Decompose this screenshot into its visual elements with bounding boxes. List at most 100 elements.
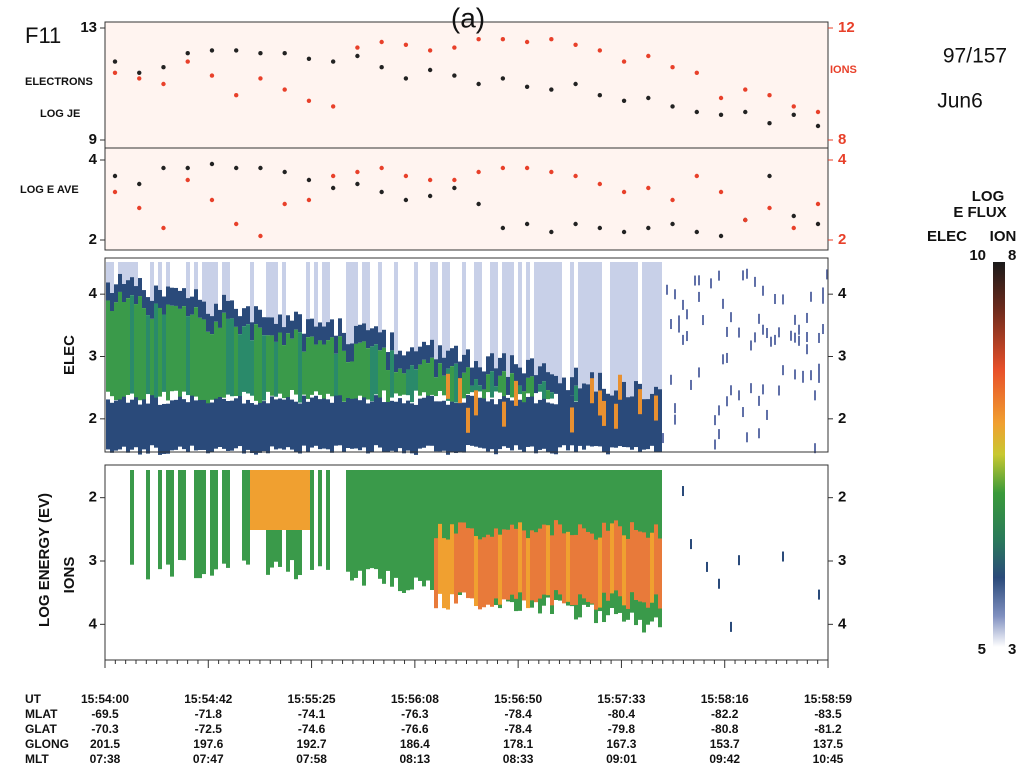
- spec-cell: [386, 352, 390, 371]
- spec-cell: [286, 397, 290, 448]
- spec-cell: [322, 326, 326, 345]
- spec-cell: [242, 470, 246, 561]
- spec-cell: [442, 262, 446, 358]
- spec-cell: [206, 262, 210, 314]
- spec-cell: [690, 379, 692, 390]
- spec-cell: [530, 376, 534, 399]
- spec-cell: [134, 262, 138, 287]
- spec-cell: [770, 336, 772, 347]
- spec-cell: [818, 589, 820, 600]
- spec-cell: [614, 262, 618, 391]
- spec-cell: [302, 351, 306, 395]
- y-tick-label: 9: [89, 131, 97, 148]
- point: [452, 177, 457, 183]
- spec-cell: [262, 335, 266, 401]
- spec-cell: [154, 397, 158, 448]
- spec-cell: [742, 407, 744, 418]
- ephemeris-cell: 15:56:08: [391, 692, 439, 706]
- point: [306, 197, 312, 203]
- ephemeris-cell: 09:42: [709, 752, 740, 766]
- spec-cell: [378, 262, 382, 333]
- spec-cell: [366, 262, 370, 331]
- point: [258, 51, 263, 56]
- spec-cell: [110, 262, 114, 294]
- spec-cell: [222, 398, 226, 449]
- spec-cell: [822, 293, 824, 304]
- spec-cell: [414, 262, 418, 352]
- spec-cell: [554, 520, 558, 591]
- spec-cell: [374, 326, 378, 345]
- spec-cell: [362, 323, 366, 342]
- spec-cell: [350, 470, 354, 581]
- spec-cell: [226, 300, 230, 319]
- spec-cell: [518, 399, 522, 450]
- colorbar: [993, 262, 1005, 647]
- spec-cell: [466, 407, 470, 433]
- spec-cell: [246, 470, 250, 565]
- spec-cell: [342, 350, 346, 402]
- spec-cell: [402, 355, 406, 374]
- spec-cell: [366, 470, 370, 570]
- spec-cell: [162, 403, 166, 454]
- spec-cell: [502, 371, 506, 405]
- spec-cell: [178, 470, 182, 561]
- spec-cell: [146, 262, 150, 298]
- spec-cell: [274, 399, 278, 450]
- spec-cell: [586, 395, 590, 446]
- scatter-background: [105, 22, 828, 250]
- spec-cell: [166, 262, 170, 287]
- spec-cell: [634, 529, 638, 600]
- spec-cell: [302, 395, 306, 446]
- spec-cell: [394, 262, 398, 355]
- spec-cell: [554, 404, 558, 455]
- spec-cell: [230, 300, 234, 319]
- spec-cell: [630, 399, 634, 450]
- spec-cell: [550, 403, 554, 454]
- point: [621, 59, 627, 64]
- spec-cell: [478, 367, 482, 386]
- ephemeris-cell: 137.5: [813, 737, 843, 751]
- spec-cell: [194, 470, 198, 579]
- spec-cell: [162, 296, 166, 315]
- spec-cell: [542, 262, 546, 364]
- spec-cell: [430, 262, 434, 340]
- spec-cell: [406, 262, 410, 352]
- point: [670, 104, 675, 109]
- spec-cell: [330, 470, 334, 576]
- spec-cell: [122, 470, 126, 580]
- spec-cell: [222, 262, 226, 295]
- spec-cell: [462, 372, 466, 399]
- spec-cell: [794, 332, 796, 343]
- point: [646, 53, 651, 59]
- spec-cell: [150, 470, 154, 567]
- spec-cell: [370, 262, 374, 329]
- spec-cell: [338, 262, 342, 319]
- spec-cell: [162, 314, 166, 392]
- spec-cell: [462, 354, 466, 373]
- point: [112, 59, 118, 64]
- spec-cell: [598, 537, 602, 608]
- point: [137, 70, 142, 76]
- ion-label: IONS: [830, 64, 857, 76]
- spec-cell: [422, 359, 426, 393]
- point: [185, 51, 190, 56]
- spec-cell: [106, 300, 110, 392]
- spec-cell: [302, 262, 306, 334]
- spec-cell: [314, 262, 318, 327]
- spec-cell: [322, 344, 326, 404]
- row-label: GLONG: [25, 737, 69, 751]
- spec-cell: [554, 375, 558, 394]
- spec-cell: [270, 317, 274, 336]
- spec-cell: [474, 470, 478, 594]
- spec-cell: [618, 526, 622, 597]
- spec-cell: [426, 345, 430, 364]
- spec-cell: [258, 327, 262, 404]
- spec-cell: [610, 262, 614, 396]
- point: [670, 197, 675, 203]
- spec-cell: [202, 301, 206, 320]
- point: [621, 229, 627, 235]
- spec-cell: [462, 402, 466, 453]
- spec-cell: [634, 381, 638, 400]
- spec-cell: [390, 262, 394, 333]
- spec-cell: [390, 400, 394, 451]
